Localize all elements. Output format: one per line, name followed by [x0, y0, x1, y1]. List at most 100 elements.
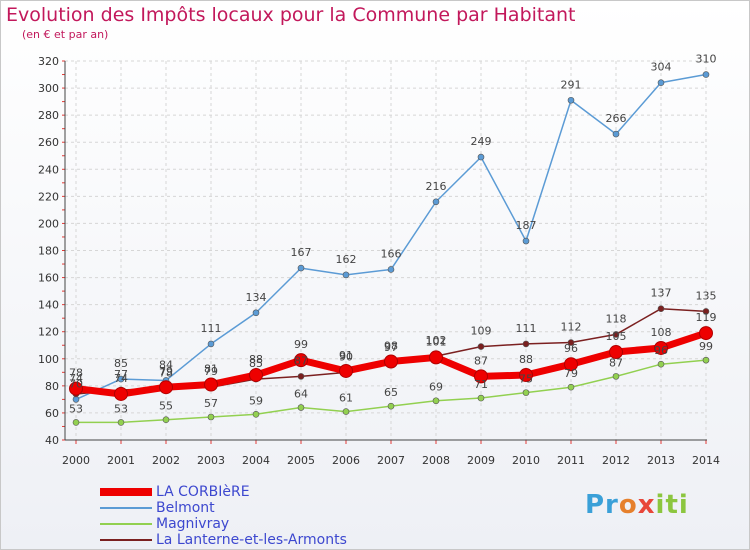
data-point-3	[657, 305, 665, 313]
data-point-1	[252, 309, 260, 317]
data-label: 78	[69, 367, 83, 380]
legend-item-la-corbiere[interactable]: LA CORBIèRE	[100, 484, 347, 500]
data-point-2	[387, 402, 395, 410]
data-label: 187	[516, 219, 537, 232]
x-tick-label: 2008	[422, 454, 450, 467]
x-tick-label: 2007	[377, 454, 405, 467]
y-tick-label: 320	[38, 55, 59, 68]
data-point-2	[522, 389, 530, 396]
data-label: 85	[249, 357, 263, 370]
data-label: 310	[696, 53, 717, 66]
data-label: 88	[249, 353, 263, 366]
data-label: 90	[339, 350, 353, 363]
data-label: 97	[384, 341, 398, 354]
data-point-2	[567, 383, 575, 391]
data-label: 87	[474, 354, 488, 367]
x-tick-label: 2009	[467, 454, 495, 467]
legend-item-belmont[interactable]: Belmont	[100, 500, 347, 516]
data-point-3	[522, 340, 530, 348]
data-label: 53	[114, 402, 128, 415]
data-point-0	[384, 354, 398, 369]
x-tick-label: 2002	[152, 454, 180, 467]
data-label: 53	[69, 402, 83, 415]
data-label: 84	[159, 358, 173, 371]
legend-swatch	[100, 523, 152, 525]
data-label: 304	[651, 61, 672, 74]
data-label: 78	[159, 367, 173, 380]
y-tick-label: 140	[38, 299, 59, 312]
data-label: 291	[561, 78, 582, 91]
data-label: 108	[651, 326, 672, 339]
data-point-0	[519, 368, 533, 383]
data-label: 64	[294, 388, 308, 401]
data-point-0	[249, 368, 263, 383]
data-point-0	[114, 386, 128, 401]
data-point-3	[297, 373, 305, 380]
y-tick-label: 60	[45, 407, 59, 420]
data-point-0	[474, 369, 488, 384]
data-label: 59	[249, 394, 263, 407]
legend-item-magnivray[interactable]: Magnivray	[100, 516, 347, 532]
y-tick-label: 240	[38, 163, 59, 176]
data-point-2	[297, 404, 305, 411]
data-point-2	[252, 410, 260, 418]
data-point-0	[294, 353, 308, 368]
data-label: 79	[564, 367, 578, 380]
data-label: 96	[564, 342, 578, 355]
legend-item-la-lanterne[interactable]: La Lanterne-et-les-Armonts	[100, 532, 347, 548]
data-label: 74	[114, 372, 128, 385]
data-label: 87	[609, 356, 623, 369]
data-label: 99	[294, 338, 308, 351]
chart-subtitle: (en € et par an)	[22, 28, 109, 41]
data-label: 69	[429, 381, 443, 394]
data-point-1	[657, 79, 665, 86]
chart-title: Evolution des Impôts locaux pour la Comm…	[6, 4, 576, 26]
legend-label: LA CORBIèRE	[156, 484, 250, 500]
data-point-2	[477, 394, 485, 402]
data-label: 65	[384, 386, 398, 399]
legend-label: La Lanterne-et-les-Armonts	[156, 532, 347, 548]
data-point-1	[702, 71, 710, 78]
x-tick-label: 2011	[557, 454, 585, 467]
data-label: 134	[246, 291, 267, 304]
y-tick-label: 180	[38, 245, 59, 258]
data-point-3	[567, 339, 575, 346]
data-label: 75	[519, 373, 533, 386]
data-label: 101	[426, 335, 447, 348]
data-point-0	[654, 340, 668, 355]
data-label: 79	[204, 365, 218, 378]
y-tick-label: 200	[38, 217, 59, 230]
data-label: 166	[381, 247, 402, 260]
x-tick-label: 2003	[197, 454, 225, 467]
data-point-1	[522, 237, 530, 245]
data-point-2	[207, 413, 215, 421]
data-label: 70	[69, 377, 83, 390]
data-point-0	[429, 350, 443, 365]
data-label: 266	[606, 112, 627, 125]
data-point-1	[387, 266, 395, 273]
data-point-2	[117, 419, 125, 426]
proxiti-logo: Proxiti	[585, 490, 689, 520]
data-label: 74	[69, 372, 83, 385]
y-tick-label: 220	[38, 190, 59, 203]
data-label: 71	[474, 378, 488, 391]
x-tick-label: 2010	[512, 454, 540, 467]
legend: LA CORBIèRE Belmont Magnivray La Lantern…	[100, 484, 347, 548]
y-tick-label: 280	[38, 109, 59, 122]
data-label: 91	[339, 349, 353, 362]
data-point-2	[342, 408, 350, 415]
data-label: 118	[606, 312, 627, 325]
data-point-2	[432, 397, 440, 405]
y-tick-label: 100	[38, 353, 59, 366]
data-point-2	[612, 373, 620, 380]
data-label: 112	[561, 321, 582, 334]
x-tick-label: 2000	[62, 454, 90, 467]
data-label: 111	[516, 322, 537, 335]
data-label: 85	[114, 357, 128, 370]
x-tick-label: 2005	[287, 454, 315, 467]
legend-label: Belmont	[156, 500, 215, 516]
data-label: 99	[699, 340, 713, 353]
data-point-0	[564, 357, 578, 372]
data-point-0	[159, 380, 173, 395]
y-tick-label: 120	[38, 326, 59, 339]
